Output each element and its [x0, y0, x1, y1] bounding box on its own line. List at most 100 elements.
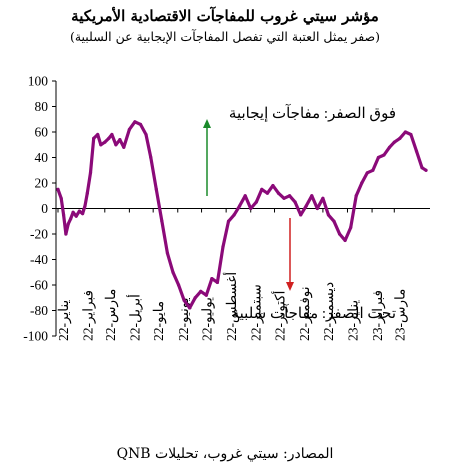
series-point: [199, 289, 203, 293]
source-note: المصادر: سيتي غروب، تحليلات QNB: [116, 446, 334, 462]
series-point: [398, 136, 402, 140]
series-point: [165, 251, 170, 255]
y-tick-label: 100: [28, 74, 49, 89]
y-tick-label: 40: [35, 150, 49, 165]
x-tick-label: أغسطس-22: [221, 272, 240, 341]
series-point: [122, 145, 126, 149]
y-tick-label: -20: [30, 227, 48, 242]
series-point: [149, 155, 153, 160]
series-point: [127, 127, 131, 132]
series-point: [69, 217, 73, 221]
series-point: [337, 232, 342, 236]
chart-title: مؤشر سيتي غروب للمفاجآت الاقتصادية الأمر…: [71, 7, 379, 25]
series-point: [232, 213, 236, 217]
series-point: [215, 280, 220, 285]
series-point: [254, 200, 258, 204]
series-points: [56, 120, 428, 310]
x-tick-label: مارس-22: [103, 289, 119, 341]
x-tick-label: يونيو-22: [176, 297, 192, 341]
x-tick-label: نوفمبر-22: [297, 286, 313, 341]
series-point: [193, 296, 197, 300]
series-point: [96, 132, 100, 137]
series-point: [349, 226, 353, 230]
series-point: [80, 212, 85, 216]
series-point: [103, 140, 107, 144]
y-tick-label: -40: [30, 252, 48, 267]
series-point: [160, 219, 164, 223]
series-point: [56, 187, 60, 191]
series-point: [238, 204, 242, 208]
series-point: [176, 283, 181, 287]
y-tick-label: 80: [35, 99, 49, 114]
series-point: [276, 191, 281, 195]
x-tick-label: أكتوبر-22: [270, 290, 289, 341]
x-tick-label: يناير-23: [345, 300, 361, 341]
series-point: [144, 132, 148, 137]
series-point: [118, 138, 122, 142]
series-point: [392, 140, 396, 144]
series-point: [332, 219, 336, 223]
series-point: [424, 168, 428, 172]
series-point: [210, 277, 214, 281]
series-point: [138, 122, 143, 126]
series-point: [299, 213, 303, 217]
x-tick-label: فبراير-22: [81, 290, 97, 341]
series-point: [221, 245, 225, 249]
series-point: [343, 238, 347, 242]
series-point: [74, 214, 78, 218]
series-point: [387, 145, 392, 149]
series-point: [77, 209, 82, 213]
series-point: [304, 204, 308, 208]
series-point: [414, 149, 419, 153]
x-tick-label: أبريل-22: [124, 294, 143, 341]
series-point: [85, 191, 89, 195]
series-point: [371, 168, 375, 172]
y-axis-ticks: -100 -80 -60 -40 -20 0 20 40 60 80 100: [23, 74, 56, 344]
series-point: [354, 194, 358, 198]
y-tick-label: -60: [30, 278, 48, 293]
series-point: [92, 136, 96, 140]
negative-annotation-text: تحت الصفر: مفاجآت سلبية: [232, 304, 396, 322]
series-point: [271, 183, 275, 188]
series-point: [88, 171, 93, 175]
y-tick-label: 60: [35, 125, 49, 140]
series-point: [265, 191, 269, 195]
down-arrow-head-icon: [286, 282, 294, 291]
series-point: [110, 132, 114, 137]
series-point: [99, 143, 103, 147]
x-tick-label: فبراير-23: [370, 290, 386, 341]
series-point: [243, 194, 247, 198]
chart-subtitle: (صفر يمثل العتبة التي تفصل المفاجآت الإي…: [69, 29, 381, 44]
x-tick-label: ديسمبر-22: [321, 282, 337, 341]
series-point: [287, 194, 292, 198]
series-point: [66, 222, 70, 226]
series-point: [154, 187, 158, 191]
series-point: [310, 194, 314, 198]
series-point: [107, 136, 111, 140]
series-point: [61, 213, 66, 217]
series-point: [83, 204, 87, 208]
series-point: [409, 132, 413, 137]
series-point: [260, 187, 264, 191]
x-tick-label: يناير-22: [56, 300, 72, 341]
series-point: [282, 196, 286, 200]
series-point: [71, 210, 75, 214]
series-point: [182, 298, 186, 302]
positive-annotation-text: فوق الصفر: مفاجآت إيجابية: [229, 104, 396, 122]
series-point: [64, 232, 68, 236]
series-point: [321, 196, 325, 200]
series-point: [326, 213, 331, 217]
negative-annotation: تحت الصفر: مفاجآت سلبية: [232, 218, 396, 322]
series-point: [171, 270, 175, 274]
y-tick-label: -80: [30, 303, 48, 318]
series-point: [226, 219, 231, 223]
y-tick-label: 0: [41, 201, 48, 216]
series-point: [204, 293, 208, 297]
series-point: [249, 206, 253, 211]
series-point: [365, 171, 369, 175]
x-tick-label: سبتمبر-22: [249, 284, 265, 341]
y-tick-label: 20: [35, 176, 49, 191]
up-arrow-head-icon: [203, 119, 211, 128]
